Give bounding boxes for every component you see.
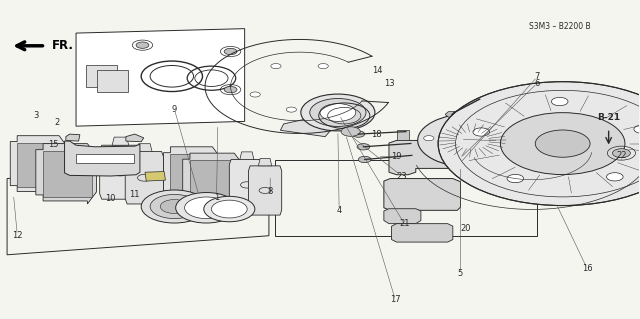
Circle shape <box>136 42 149 48</box>
Circle shape <box>504 127 515 132</box>
Circle shape <box>341 127 360 136</box>
Circle shape <box>224 48 237 55</box>
Text: 4: 4 <box>337 206 342 215</box>
Polygon shape <box>97 70 128 92</box>
Circle shape <box>271 63 281 69</box>
Circle shape <box>500 113 625 174</box>
Text: 19: 19 <box>392 152 402 161</box>
Polygon shape <box>86 65 117 87</box>
Polygon shape <box>126 134 144 142</box>
Text: 6: 6 <box>534 79 540 88</box>
Polygon shape <box>182 153 243 213</box>
Circle shape <box>211 200 247 218</box>
Polygon shape <box>36 144 97 204</box>
Circle shape <box>499 152 509 158</box>
Polygon shape <box>389 140 456 175</box>
Text: 18: 18 <box>371 130 381 139</box>
Circle shape <box>535 130 590 157</box>
Polygon shape <box>137 144 152 152</box>
Text: 20: 20 <box>460 224 471 233</box>
Circle shape <box>449 158 460 163</box>
Circle shape <box>161 199 188 213</box>
Circle shape <box>150 195 198 219</box>
Circle shape <box>286 107 296 112</box>
Circle shape <box>318 63 328 69</box>
Polygon shape <box>280 118 338 137</box>
Circle shape <box>634 125 640 133</box>
Polygon shape <box>397 130 410 140</box>
Polygon shape <box>259 159 272 166</box>
Text: 9: 9 <box>172 105 177 114</box>
Text: 7: 7 <box>534 72 540 81</box>
Polygon shape <box>240 152 254 160</box>
Polygon shape <box>145 172 166 181</box>
Text: 16: 16 <box>582 263 592 273</box>
Polygon shape <box>392 224 453 242</box>
Circle shape <box>607 173 623 181</box>
Circle shape <box>141 190 207 223</box>
Circle shape <box>204 196 255 222</box>
Circle shape <box>473 128 490 136</box>
Circle shape <box>612 149 630 158</box>
Polygon shape <box>100 145 141 199</box>
Text: 13: 13 <box>383 79 394 88</box>
Polygon shape <box>229 160 264 210</box>
Polygon shape <box>248 166 282 215</box>
Text: 14: 14 <box>372 66 383 75</box>
Polygon shape <box>445 112 458 117</box>
Text: 17: 17 <box>390 295 401 304</box>
Text: 3: 3 <box>34 111 39 120</box>
Circle shape <box>175 193 237 223</box>
Circle shape <box>438 82 640 205</box>
Circle shape <box>320 104 356 122</box>
Circle shape <box>458 117 468 122</box>
Circle shape <box>352 131 365 137</box>
Circle shape <box>457 133 487 148</box>
Text: 2: 2 <box>54 117 60 127</box>
Circle shape <box>507 174 524 183</box>
Polygon shape <box>66 134 80 141</box>
Polygon shape <box>76 154 134 163</box>
Text: S3M3 – B2200 B: S3M3 – B2200 B <box>529 22 590 31</box>
Text: 22: 22 <box>616 151 627 160</box>
Text: B-21: B-21 <box>597 113 620 122</box>
Polygon shape <box>112 137 129 145</box>
Text: 12: 12 <box>12 231 22 240</box>
Text: 1: 1 <box>214 193 219 202</box>
Text: FR.: FR. <box>52 39 74 52</box>
Polygon shape <box>436 130 449 140</box>
Polygon shape <box>10 136 68 195</box>
Circle shape <box>357 144 370 150</box>
Circle shape <box>418 114 526 167</box>
Text: 8: 8 <box>268 187 273 197</box>
Text: 15: 15 <box>48 140 58 149</box>
Polygon shape <box>65 141 140 176</box>
Circle shape <box>224 86 237 93</box>
Polygon shape <box>17 143 63 187</box>
Polygon shape <box>190 160 239 206</box>
Circle shape <box>184 197 228 219</box>
Text: 11: 11 <box>129 190 140 199</box>
Circle shape <box>424 136 434 141</box>
Text: 23: 23 <box>396 172 407 181</box>
Circle shape <box>438 124 506 157</box>
Polygon shape <box>384 209 421 224</box>
Text: 21: 21 <box>399 219 410 228</box>
Polygon shape <box>43 151 92 197</box>
Polygon shape <box>76 29 244 126</box>
Circle shape <box>358 156 371 163</box>
Text: 5: 5 <box>458 269 463 278</box>
Circle shape <box>310 99 366 126</box>
Text: 10: 10 <box>106 194 116 203</box>
Circle shape <box>552 97 568 106</box>
Circle shape <box>250 92 260 97</box>
Polygon shape <box>170 154 216 198</box>
Circle shape <box>301 94 375 131</box>
Polygon shape <box>164 147 221 205</box>
Polygon shape <box>125 152 164 204</box>
Polygon shape <box>384 179 461 210</box>
